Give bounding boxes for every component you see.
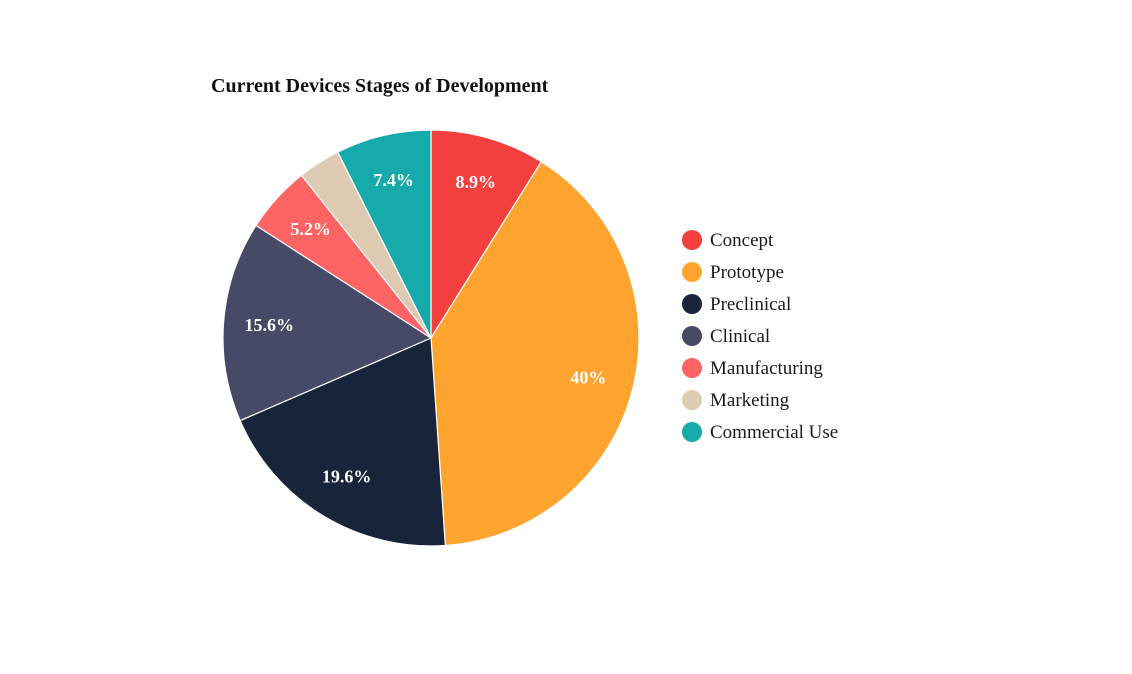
legend-label-clinical: Clinical	[710, 326, 770, 347]
legend-item-marketing[interactable]: Marketing	[682, 390, 790, 411]
legend-item-clinical[interactable]: Clinical	[682, 326, 770, 347]
legend-swatch-clinical	[682, 326, 702, 346]
pie-data-labels: 8.9% 40% 19.6% 15.6% 5.2% 7.4%	[245, 170, 607, 486]
legend-item-commercial-use[interactable]: Commercial Use	[682, 422, 838, 443]
legend-label-commercial-use: Commercial Use	[710, 422, 838, 443]
data-label-prototype: 40%	[570, 367, 606, 387]
pie-slice-clinical	[222, 224, 433, 422]
pie-slice-preclinical	[239, 337, 447, 547]
legend-label-concept: Concept	[710, 230, 774, 251]
legend-label-preclinical: Preclinical	[710, 294, 791, 315]
legend-swatch-concept	[682, 230, 702, 250]
legend-item-prototype[interactable]: Prototype	[682, 262, 784, 283]
pie-slice-commercial-use	[336, 129, 432, 339]
legend-swatch-manufacturing	[682, 358, 702, 378]
pie-slices	[222, 129, 640, 547]
pie-slice-prototype	[430, 160, 640, 547]
legend: Concept Prototype Preclinical Clinical Manuf…	[682, 230, 838, 443]
data-label-clinical: 15.6%	[245, 315, 295, 335]
legend-item-concept[interactable]: Concept	[682, 230, 774, 251]
legend-label-marketing: Marketing	[710, 390, 790, 411]
legend-swatch-commercial-use	[682, 422, 702, 442]
chart-title: Current Devices Stages of Development	[211, 75, 549, 97]
data-label-preclinical: 19.6%	[322, 467, 372, 487]
pie-slice-concept	[430, 129, 543, 341]
legend-label-manufacturing: Manufacturing	[710, 358, 823, 379]
data-label-concept: 8.9%	[456, 172, 497, 192]
legend-item-preclinical[interactable]: Preclinical	[682, 294, 791, 315]
legend-swatch-marketing	[682, 390, 702, 410]
legend-swatch-prototype	[682, 262, 702, 282]
legend-item-manufacturing[interactable]: Manufacturing	[682, 358, 823, 379]
legend-label-prototype: Prototype	[710, 262, 784, 283]
legend-swatch-preclinical	[682, 294, 702, 314]
data-label-commercial-use: 7.4%	[373, 170, 414, 190]
data-label-manufacturing: 5.2%	[290, 219, 331, 239]
